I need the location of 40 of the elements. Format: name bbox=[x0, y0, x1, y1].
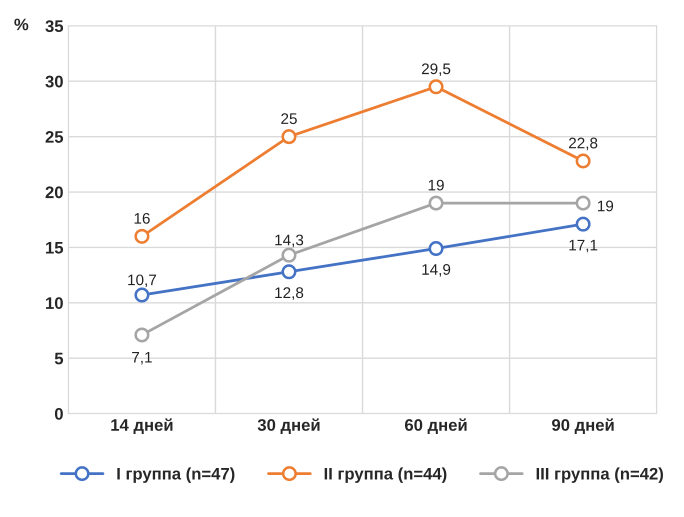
data-label: 12,8 bbox=[275, 287, 304, 300]
legend-label: I группа (n=47) bbox=[117, 467, 234, 483]
point bbox=[134, 327, 150, 342]
y-tick-label: 5 bbox=[54, 352, 64, 364]
point bbox=[281, 248, 296, 263]
data-label: 19 bbox=[598, 200, 614, 212]
data-label: 17,1 bbox=[569, 240, 598, 252]
data-label: 14,3 bbox=[275, 234, 304, 248]
point bbox=[428, 196, 444, 211]
point bbox=[576, 154, 591, 169]
y-tick-label: 30 bbox=[45, 76, 63, 88]
data-label: 25 bbox=[281, 113, 297, 124]
y-tick-label: 15 bbox=[46, 242, 64, 254]
y-tick-label: 0 bbox=[54, 408, 63, 420]
point bbox=[134, 228, 150, 244]
x-tick-label: 90 дней bbox=[552, 418, 614, 434]
legend-label: II группа (n=44) bbox=[324, 467, 446, 483]
point bbox=[428, 241, 444, 256]
legend-label: III группа (n=42) bbox=[536, 467, 663, 483]
point bbox=[134, 288, 150, 303]
y-axis-title: % bbox=[14, 18, 28, 30]
point bbox=[576, 216, 591, 232]
point bbox=[281, 129, 296, 144]
x-tick-label: 14 дней bbox=[111, 418, 172, 434]
y-tick-label: 20 bbox=[46, 186, 63, 198]
data-label: 22,8 bbox=[569, 138, 598, 150]
x-tick-label: 60 дней bbox=[404, 418, 467, 434]
data-label: 14,9 bbox=[422, 264, 450, 277]
point bbox=[576, 196, 591, 211]
y-tick-label: 35 bbox=[45, 20, 64, 32]
data-label: 7,1 bbox=[132, 352, 152, 364]
data-label: 10,7 bbox=[128, 274, 156, 288]
point bbox=[281, 264, 296, 280]
data-label: 29,5 bbox=[422, 63, 450, 76]
y-tick-label: 10 bbox=[46, 297, 63, 310]
x-tick-label: 30 дней bbox=[258, 418, 320, 434]
data-label: 19 bbox=[428, 180, 444, 191]
point bbox=[428, 79, 444, 94]
data-label: 16 bbox=[134, 212, 150, 224]
y-tick-label: 25 bbox=[46, 131, 64, 143]
